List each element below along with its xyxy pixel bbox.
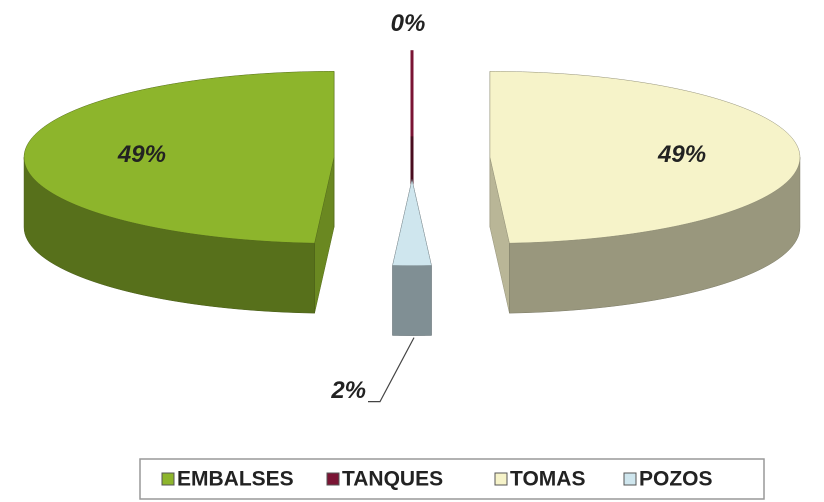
data-label: 0% [391,10,426,37]
data-label: 2% [330,377,366,404]
legend-label: POZOS [639,468,713,491]
legend-swatch [494,472,508,486]
legend-label: TANQUES [342,468,443,491]
slice [23,71,335,244]
legend-label: EMBALSES [177,468,294,491]
slice [392,179,432,266]
leader-line [368,337,415,403]
slice [489,71,801,244]
slice-wall [392,265,432,336]
legend-box [139,458,765,500]
data-label: 49% [657,141,706,168]
legend-swatch [623,472,637,486]
legend-swatch [161,472,175,486]
legend-label: TOMAS [510,468,585,491]
data-label: 49% [117,141,166,168]
legend-swatch [326,472,340,486]
